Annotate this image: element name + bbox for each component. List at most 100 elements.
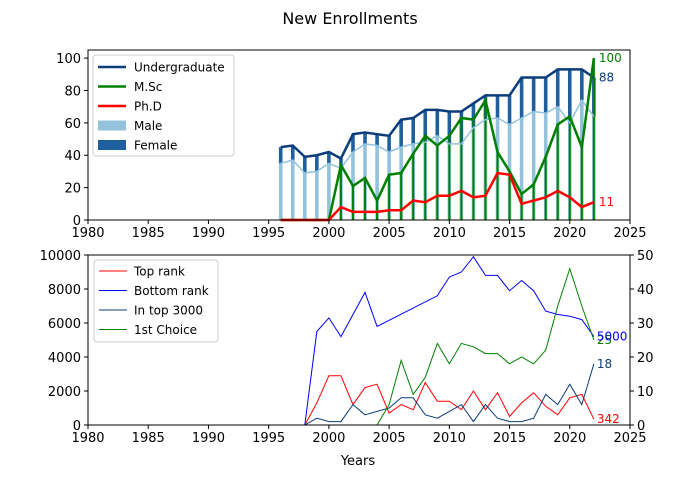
bar-msc xyxy=(580,147,583,220)
x-tick-label: 1985 xyxy=(132,226,165,241)
bar-male xyxy=(278,163,283,220)
x-tick-label: 1985 xyxy=(132,431,165,446)
bar-msc xyxy=(520,194,523,220)
bar-female xyxy=(303,156,307,174)
x-tick-label: 2025 xyxy=(613,226,646,241)
bar-msc xyxy=(400,173,403,220)
line-toprank xyxy=(280,375,595,426)
x-tick-label: 1995 xyxy=(252,431,285,446)
y-left-tick-label: 4000 xyxy=(48,351,81,366)
x-tick-label: 2010 xyxy=(433,226,466,241)
end-label-1stchoice: 25 xyxy=(597,333,612,347)
y-tick-label: 100 xyxy=(56,52,81,67)
y-tick-label: 60 xyxy=(64,117,81,132)
legend-swatch-male xyxy=(98,120,126,131)
bar-msc xyxy=(388,174,391,220)
end-label-intop3000: 18 xyxy=(597,357,612,371)
bar-female xyxy=(363,132,367,144)
bar-female xyxy=(543,77,548,114)
x-tick-label: 1990 xyxy=(192,431,225,446)
line-intop3000 xyxy=(280,363,595,426)
bar-female xyxy=(278,147,283,164)
y-right-tick-label: 40 xyxy=(637,283,654,298)
y-right-tick-label: 50 xyxy=(637,249,654,264)
x-tick-label: 1980 xyxy=(71,431,104,446)
y-right-tick-label: 0 xyxy=(637,419,645,434)
bar-female xyxy=(580,69,584,101)
y-tick-label: 40 xyxy=(64,149,81,164)
bar-msc xyxy=(556,124,559,220)
bar-female xyxy=(375,134,379,146)
legend-label-toprank: Top rank xyxy=(133,265,185,279)
line-msc xyxy=(280,57,596,222)
x-tick-label: 2005 xyxy=(373,226,406,241)
x-tick-label: 2015 xyxy=(493,226,526,241)
bottom-axes-frame xyxy=(87,254,631,426)
legend-label-msc: M.Sc xyxy=(134,80,162,94)
bar-female xyxy=(423,109,428,143)
bar-msc xyxy=(376,200,379,220)
y-right-tick-label: 30 xyxy=(637,317,654,332)
legend-label-undergraduate: Undergraduate xyxy=(134,61,225,75)
x-tick-label: 2010 xyxy=(433,431,466,446)
legend-swatch-female xyxy=(98,140,126,150)
legend-label-bottomrank: Bottom rank xyxy=(134,284,209,298)
y-left-tick-label: 2000 xyxy=(48,385,81,400)
x-tick-label: 2020 xyxy=(553,226,586,241)
legend-box xyxy=(92,54,235,157)
x-tick-label: 1990 xyxy=(192,226,225,241)
bar-msc xyxy=(544,156,547,220)
bar-female xyxy=(411,118,415,144)
legend-label-female: Female xyxy=(134,139,177,153)
bar-female xyxy=(447,111,452,144)
y-right-tick-label: 20 xyxy=(637,351,654,366)
y-left-tick-label: 0 xyxy=(73,419,81,434)
bar-male xyxy=(327,163,331,220)
bar-female xyxy=(519,77,524,118)
bar-male xyxy=(290,160,295,220)
line-undergraduate xyxy=(280,68,595,161)
y-left-tick-label: 10000 xyxy=(40,249,81,264)
end-label-phd: 11 xyxy=(599,195,614,209)
bar-male xyxy=(315,171,319,220)
bar-msc xyxy=(508,171,511,220)
bar-female xyxy=(531,77,536,112)
bar-msc xyxy=(496,152,499,220)
bar-msc xyxy=(412,153,415,220)
bar-male xyxy=(303,173,307,220)
bar-msc xyxy=(364,177,367,220)
end-label-msc: 100 xyxy=(599,51,622,65)
legend-box xyxy=(93,259,219,343)
bar-female xyxy=(471,103,476,128)
legend-label-intop3000: In top 3000 xyxy=(134,304,203,318)
bar-msc xyxy=(568,116,571,220)
bar-female xyxy=(399,119,403,148)
end-label-bottomrank: 5000 xyxy=(597,330,628,344)
bottom-legend: Top rank Bottom rank In top 3000 1st Choice xyxy=(93,259,219,343)
line-bottomrank xyxy=(280,255,595,426)
x-tick-label: 1995 xyxy=(252,226,285,241)
bar-male xyxy=(375,145,379,220)
y-tick-label: 0 xyxy=(73,214,81,229)
legend-label-male: Male xyxy=(134,119,162,133)
x-tick-label: 2000 xyxy=(312,226,345,241)
legend-label-phd: Ph.D xyxy=(134,100,162,114)
bar-msc xyxy=(351,186,354,220)
bar-female xyxy=(351,134,355,152)
end-label-undergraduate: 88 xyxy=(599,71,614,85)
bar-male xyxy=(531,111,536,220)
x-tick-label: 2020 xyxy=(553,431,586,446)
y-tick-label: 80 xyxy=(64,84,81,99)
bar-female xyxy=(315,155,319,172)
x-tick-label: 2015 xyxy=(493,431,526,446)
x-tick-label: 2005 xyxy=(373,431,406,446)
legend-label-1stchoice: 1st Choice xyxy=(134,323,197,337)
bar-female xyxy=(507,95,512,125)
x-tick-label: 2000 xyxy=(312,431,345,446)
x-tick-label: 2025 xyxy=(613,431,646,446)
bar-msc xyxy=(532,184,535,220)
bar-msc xyxy=(436,145,439,220)
bar-female xyxy=(495,95,500,118)
